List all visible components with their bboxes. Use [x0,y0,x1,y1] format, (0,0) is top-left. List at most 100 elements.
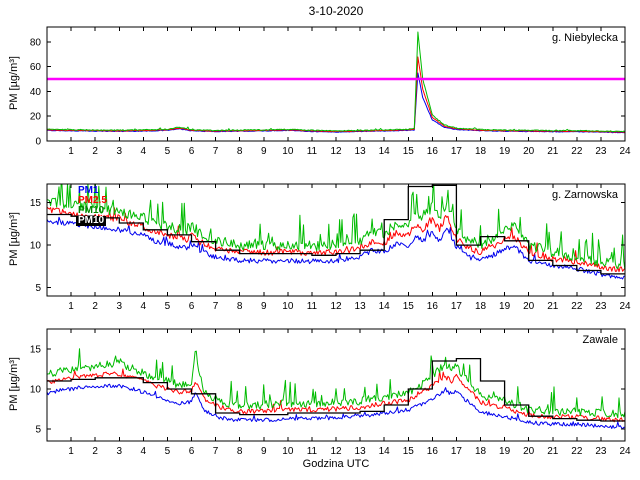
x-tick-label: 9 [261,146,267,157]
x-tick-label: 17 [451,301,463,312]
x-axis-label: Godzina UTC [302,458,370,470]
y-tick-label: 0 [35,137,41,148]
y-axis-label-panel-1: PM [µg/m³] [8,56,20,111]
x-tick-label: 3 [116,146,122,157]
chart-title: 3-10-2020 [308,4,364,18]
x-tick-label: 2 [92,301,98,312]
x-tick-label: 18 [475,446,487,457]
x-tick-label: 4 [141,446,147,457]
x-tick-label: 10 [282,301,294,312]
x-tick-label: 15 [403,301,415,312]
x-tick-label: 5 [165,301,171,312]
x-tick-label: 20 [523,146,535,157]
legend-entry-pm1: PM1 [78,185,99,196]
x-tick-label: 24 [619,301,631,312]
x-tick-label: 8 [237,301,243,312]
x-tick-label: 1 [68,146,74,157]
x-tick-label: 19 [499,446,511,457]
x-tick-label: 21 [547,301,559,312]
panel-series-group-2 [47,184,625,280]
x-tick-label: 9 [261,446,267,457]
y-tick-label: 80 [30,37,42,48]
x-tick-label: 13 [355,301,367,312]
x-tick-label: 22 [571,446,583,457]
x-tick-label: 5 [165,146,171,157]
x-tick-label: 24 [619,446,631,457]
x-tick-label: 7 [213,446,219,457]
panel-title-niebylecka: g. Niebylecka [551,32,618,44]
series-pm1-line [47,72,625,134]
x-tick-label: 1 [68,446,74,457]
x-tick-label: 17 [451,146,463,157]
x-tick-label: 19 [499,301,511,312]
series-pm25-line [47,368,625,423]
x-tick-label: 4 [141,146,147,157]
x-tick-label: 19 [499,146,511,157]
y-tick-label: 5 [35,283,41,294]
x-tick-label: 24 [619,146,631,157]
x-tick-label: 14 [379,446,391,457]
x-tick-label: 16 [427,446,439,457]
axes-box [46,26,626,142]
x-tick-label: 14 [379,301,391,312]
x-tick-label: 8 [237,446,243,457]
x-tick-label: 10 [282,446,294,457]
legend-entry-pm25: PM2.5 [78,195,107,206]
x-tick-label: 3 [116,301,122,312]
y-axis-label-panel-3: PM [µg/m³] [8,357,20,412]
y-tick-label: 20 [30,112,42,123]
x-tick-label: 14 [379,146,391,157]
x-tick-label: 20 [523,446,535,457]
x-tick-label: 1 [68,301,74,312]
series-pm1-line [47,216,625,280]
y-tick-label: 40 [30,87,42,98]
x-tick-label: 9 [261,301,267,312]
x-tick-label: 3 [116,446,122,457]
x-tick-label: 21 [547,146,559,157]
x-tick-label: 23 [595,146,607,157]
x-tick-label: 13 [355,146,367,157]
series-pm1-line [47,383,625,430]
x-tick-label: 16 [427,146,439,157]
series-pm10-line [47,31,625,133]
x-tick-label: 12 [330,301,342,312]
y-tick-label: 10 [30,241,42,252]
x-tick-label: 11 [307,146,318,157]
series-pm25-line [47,56,625,133]
y-tick-label: 5 [35,425,41,436]
legend: PM1 PM2.5 PM10 PM10 [76,186,109,226]
x-tick-label: 11 [307,446,318,457]
x-tick-label: 23 [595,446,607,457]
y-tick-label: 10 [30,385,42,396]
x-tick-label: 7 [213,301,219,312]
x-tick-label: 15 [403,446,415,457]
axes-box [46,183,626,297]
reference-step-line [47,184,625,275]
x-tick-label: 2 [92,146,98,157]
x-tick-label: 22 [571,146,583,157]
x-tick-label: 15 [403,146,415,157]
x-tick-label: 6 [189,146,195,157]
x-tick-label: 11 [307,301,318,312]
x-tick-label: 18 [475,146,487,157]
x-tick-label: 6 [189,446,195,457]
x-tick-label: 18 [475,301,487,312]
x-tick-label: 4 [141,301,147,312]
x-tick-label: 2 [92,446,98,457]
x-tick-label: 21 [547,446,559,457]
x-tick-label: 16 [427,301,439,312]
x-tick-label: 10 [282,146,294,157]
x-tick-label: 23 [595,301,607,312]
series-pm25-line [47,206,625,273]
y-axis-label-panel-2: PM [µg/m³] [8,212,20,267]
x-tick-label: 12 [330,446,342,457]
x-tick-label: 20 [523,301,535,312]
panel-series-group-3 [47,348,625,430]
legend-entry-pm10: PM10 [76,215,107,226]
x-tick-label: 17 [451,446,463,457]
x-tick-label: 6 [189,301,195,312]
panel-title-zawale: Zawale [582,334,618,346]
x-tick-label: 12 [330,146,342,157]
